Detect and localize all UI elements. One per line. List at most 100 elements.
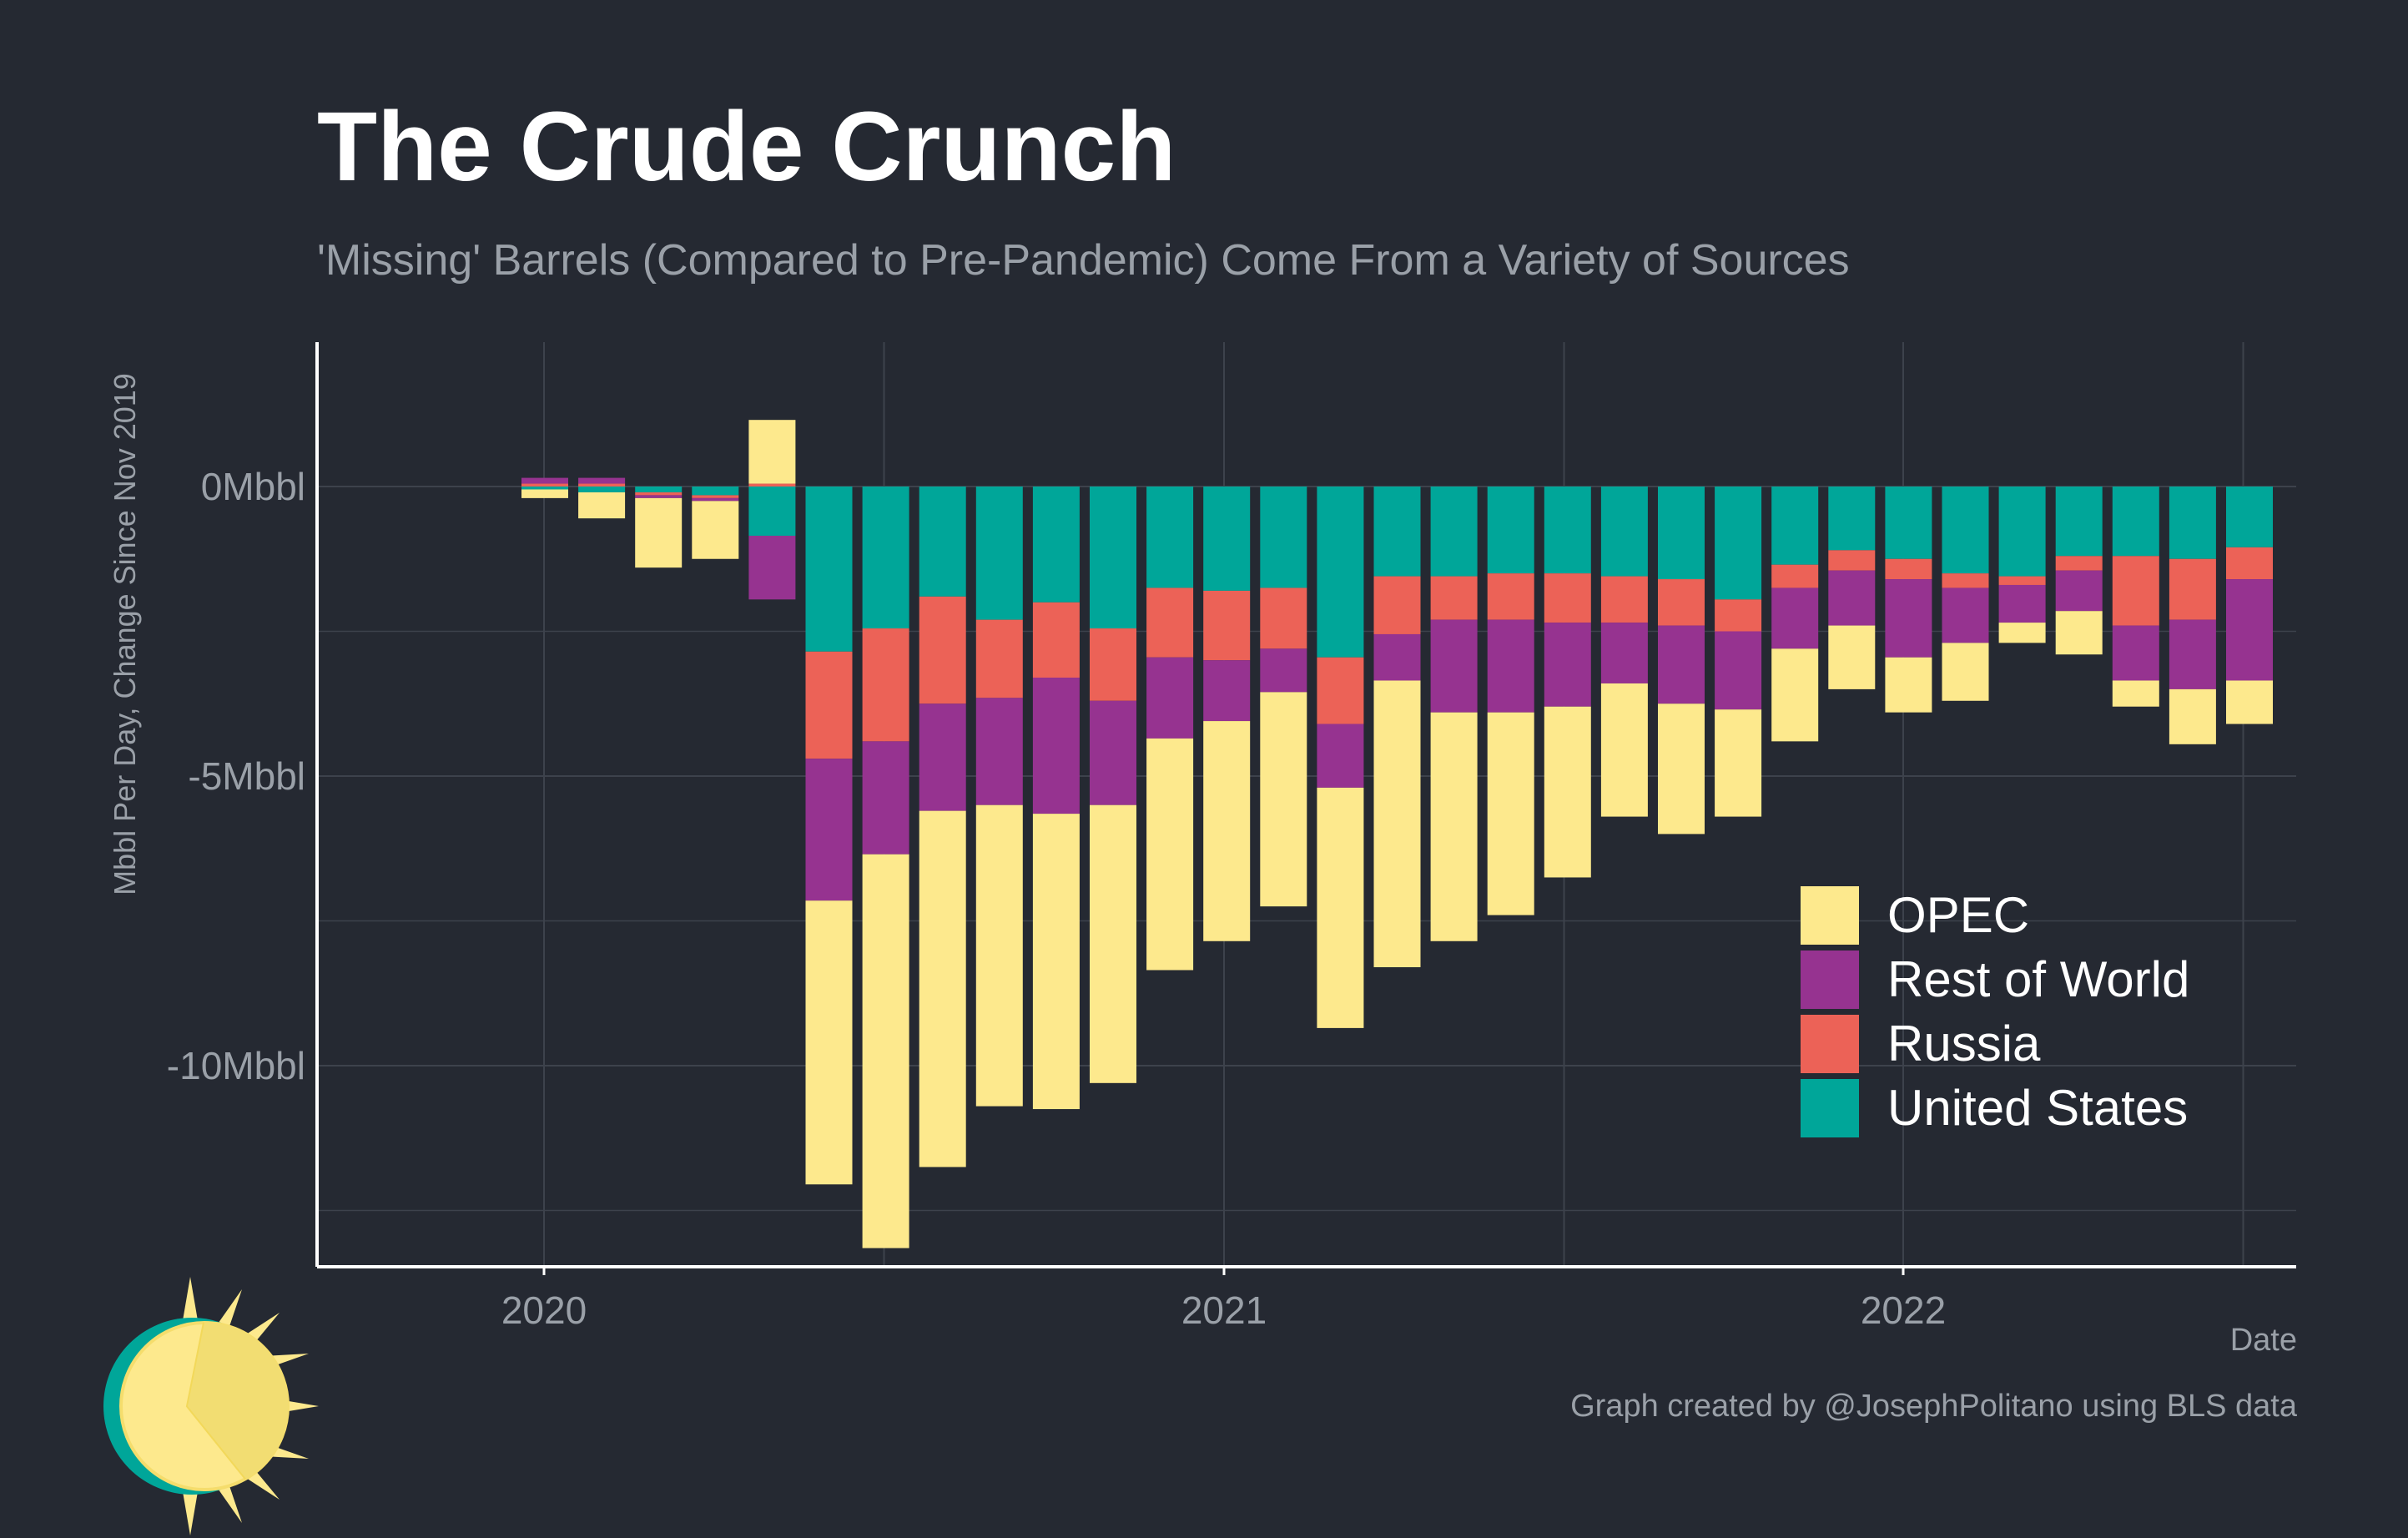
- bar-united-states-2022-05: [2226, 487, 2273, 547]
- bar-opec-2021-08: [1715, 709, 1762, 817]
- y-tick-label: -10Mbbl: [167, 1044, 305, 1087]
- chart-title: The Crude Crunch: [317, 92, 1176, 202]
- bar-united-states-2020-04: [805, 487, 853, 652]
- bar-russia-2021-02: [1373, 576, 1421, 634]
- bar-russia-2019-11: [521, 483, 568, 487]
- bar-united-states-2020-01: [635, 487, 683, 492]
- bar-opec-2022-02: [2055, 611, 2103, 655]
- legend-item-russia: Russia: [1801, 1011, 2189, 1076]
- bar-russia-2021-12: [1942, 573, 1989, 588]
- bar-rest-of-world-2022-02: [2055, 570, 2103, 612]
- bar-russia-2021-03: [1430, 576, 1478, 620]
- bar-opec-2020-06: [919, 810, 966, 1167]
- bar-united-states-2021-07: [1658, 487, 1705, 580]
- bar-russia-2021-04: [1487, 573, 1534, 620]
- bar-rest-of-world-2020-03: [748, 535, 796, 600]
- bar-united-states-2019-12: [578, 487, 626, 492]
- bar-rest-of-world-2021-12: [1942, 587, 1989, 643]
- bar-united-states-2021-10: [1828, 487, 1876, 551]
- bar-rest-of-world-2020-04: [805, 759, 853, 901]
- bar-opec-2020-02: [692, 501, 739, 559]
- bar-rest-of-world-2020-11: [1203, 660, 1251, 722]
- bar-rest-of-world-2022-04: [2169, 619, 2216, 689]
- bar-russia-2022-05: [2226, 547, 2273, 580]
- bar-russia-2021-10: [1828, 550, 1876, 571]
- bar-russia-2020-09: [1090, 628, 1136, 701]
- bar-opec-2019-12: [578, 492, 626, 519]
- bar-rest-of-world-2022-05: [2226, 579, 2273, 681]
- bar-russia-2021-05: [1544, 573, 1591, 623]
- bar-opec-2021-06: [1600, 683, 1648, 817]
- y-tick-label: -5Mbbl: [188, 754, 305, 798]
- bar-rest-of-world-2020-01: [635, 495, 683, 498]
- bar-russia-2022-04: [2169, 558, 2216, 620]
- source-caption: Graph created by @JosephPolitano using B…: [1570, 1389, 2297, 1424]
- bar-russia-2022-01: [1998, 576, 2046, 585]
- legend-swatch-united-states: [1801, 1078, 1859, 1137]
- bar-opec-2022-05: [2226, 680, 2273, 724]
- legend-label-russia: Russia: [1887, 1016, 2041, 1072]
- bar-russia-2021-11: [1885, 558, 1932, 580]
- bar-united-states-2021-01: [1317, 487, 1364, 658]
- bar-opec-2021-09: [1771, 648, 1819, 742]
- legend-item-opec: OPEC: [1801, 883, 2189, 947]
- bar-united-states-2022-02: [2055, 487, 2103, 557]
- y-tick-label: 0Mbbl: [201, 465, 305, 508]
- bar-russia-2021-09: [1771, 564, 1819, 588]
- bar-russia-2019-12: [578, 483, 626, 487]
- bar-opec-2021-12: [1942, 643, 1989, 701]
- bar-opec-2020-03: [748, 420, 796, 484]
- bar-opec-2020-09: [1090, 804, 1136, 1083]
- legend-label-rest-of-world: Rest of World: [1887, 951, 2190, 1007]
- bar-united-states-2020-11: [1203, 487, 1251, 591]
- x-tick-label: 2020: [501, 1288, 587, 1332]
- bar-opec-2021-02: [1373, 680, 1421, 968]
- legend-swatch-rest-of-world: [1801, 950, 1859, 1009]
- bar-united-states-2022-03: [2112, 487, 2159, 557]
- legend-swatch-opec: [1801, 885, 1859, 945]
- bar-russia-2020-04: [805, 651, 853, 759]
- bar-united-states-2021-04: [1487, 487, 1534, 574]
- bar-opec-2021-05: [1544, 706, 1591, 878]
- bar-united-states-2020-05: [862, 487, 909, 629]
- x-axis-label: Date: [2229, 1323, 2297, 1358]
- legend-label-united-states: United States: [1887, 1080, 2189, 1136]
- bar-russia-2020-11: [1203, 590, 1251, 661]
- bar-opec-2021-03: [1430, 712, 1478, 941]
- bar-rest-of-world-2021-11: [1885, 579, 1932, 658]
- legend-label-opec: OPEC: [1887, 887, 2030, 943]
- bar-rest-of-world-2022-03: [2112, 625, 2159, 681]
- legend-swatch-russia: [1801, 1014, 1859, 1073]
- bar-russia-2020-10: [1146, 587, 1194, 658]
- bar-opec-2021-07: [1658, 703, 1705, 835]
- bar-united-states-2021-03: [1430, 487, 1478, 577]
- bar-rest-of-world-2020-02: [692, 497, 739, 502]
- bar-opec-2022-04: [2169, 688, 2216, 744]
- bar-opec-2021-10: [1828, 625, 1876, 689]
- bar-rest-of-world-2020-09: [1090, 700, 1136, 805]
- bar-rest-of-world-2021-02: [1373, 633, 1421, 681]
- bar-united-states-2021-06: [1600, 487, 1648, 577]
- bar-united-states-2021-11: [1885, 487, 1932, 559]
- bar-russia-2022-03: [2112, 556, 2159, 626]
- sun-logo-icon: [103, 1277, 319, 1535]
- bar-russia-2020-03: [748, 483, 796, 487]
- bar-russia-2021-08: [1715, 599, 1762, 632]
- bar-united-states-2020-02: [692, 487, 739, 496]
- bar-rest-of-world-2021-01: [1317, 724, 1364, 788]
- bar-opec-2020-01: [635, 497, 683, 568]
- bar-united-states-2020-03: [748, 487, 796, 536]
- legend: OPEC Rest of World Russia United States: [1801, 883, 2189, 1140]
- bar-russia-2020-05: [862, 628, 909, 742]
- bar-rest-of-world-2021-03: [1430, 619, 1478, 713]
- bar-united-states-2020-10: [1146, 487, 1194, 588]
- bar-rest-of-world-2020-10: [1146, 657, 1194, 739]
- bar-russia-2020-01: [635, 492, 683, 496]
- x-tick-label: 2021: [1181, 1288, 1267, 1332]
- bar-russia-2021-07: [1658, 579, 1705, 626]
- bar-united-states-2020-06: [919, 487, 966, 597]
- bar-opec-2020-07: [975, 804, 1023, 1107]
- bar-russia-2020-12: [1260, 587, 1307, 649]
- bar-russia-2020-02: [692, 495, 739, 498]
